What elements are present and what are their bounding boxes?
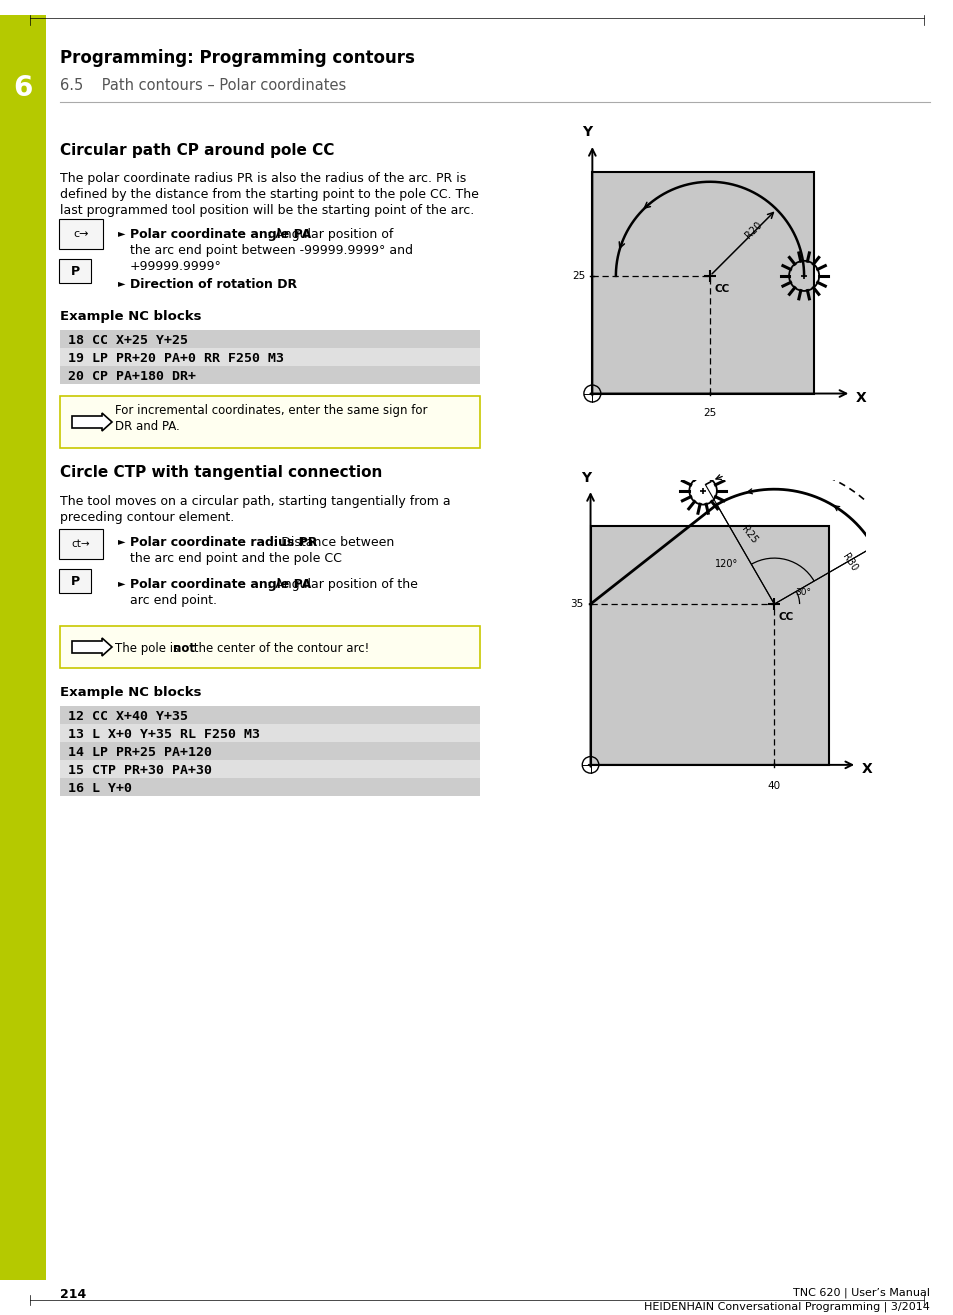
FancyBboxPatch shape (59, 220, 103, 249)
Text: Programming: Programming contours: Programming: Programming contours (60, 49, 415, 67)
Text: Circle CTP with tangential connection: Circle CTP with tangential connection (60, 464, 382, 480)
Text: ct→: ct→ (71, 539, 91, 548)
Text: For incremental coordinates, enter the same sign for: For incremental coordinates, enter the s… (115, 404, 427, 417)
FancyArrow shape (71, 413, 112, 431)
Text: R30: R30 (839, 551, 858, 573)
Bar (60, 366, 479, 384)
Text: DR and PA.: DR and PA. (115, 419, 179, 433)
Text: Example NC blocks: Example NC blocks (60, 310, 201, 323)
Text: 19 LP PR+20 PA+0 RR F250 M3: 19 LP PR+20 PA+0 RR F250 M3 (68, 352, 284, 366)
Text: : Distance between: : Distance between (273, 537, 394, 548)
Text: ►: ► (118, 537, 126, 546)
Text: CC: CC (778, 613, 793, 622)
Bar (60, 760, 479, 778)
Bar (590, 526, 828, 765)
Text: Y: Y (582, 125, 592, 139)
Text: The pole is: The pole is (115, 642, 183, 655)
FancyBboxPatch shape (59, 569, 91, 593)
Text: Polar coordinate radius PR: Polar coordinate radius PR (130, 537, 317, 548)
Text: : Angular position of: : Angular position of (267, 227, 394, 241)
Text: 120°: 120° (714, 559, 737, 569)
Text: 14 LP PR+25 PA+120: 14 LP PR+25 PA+120 (68, 746, 212, 759)
Bar (60, 330, 479, 348)
FancyBboxPatch shape (60, 626, 479, 668)
Text: the center of the contour arc!: the center of the contour arc! (190, 642, 369, 655)
Text: 35: 35 (570, 600, 583, 609)
Text: 6.5    Path contours – Polar coordinates: 6.5 Path contours – Polar coordinates (60, 78, 346, 92)
Bar (60, 725, 479, 742)
Text: not: not (172, 642, 194, 655)
FancyArrow shape (71, 638, 112, 656)
Text: last programmed tool position will be the starting point of the arc.: last programmed tool position will be th… (60, 204, 474, 217)
Text: Circular path CP around pole CC: Circular path CP around pole CC (60, 142, 334, 158)
Text: 15 CTP PR+30 PA+30: 15 CTP PR+30 PA+30 (68, 764, 212, 777)
Text: Example NC blocks: Example NC blocks (60, 686, 201, 700)
Text: X: X (855, 392, 865, 405)
Text: defined by the distance from the starting point to the pole CC. The: defined by the distance from the startin… (60, 188, 478, 201)
Bar (592, 172, 813, 393)
Text: R20: R20 (742, 220, 762, 241)
Text: the arc end point between -99999.9999° and: the arc end point between -99999.9999° a… (130, 245, 413, 256)
Text: 40: 40 (767, 781, 781, 790)
Text: preceding contour element.: preceding contour element. (60, 512, 234, 523)
FancyBboxPatch shape (59, 529, 103, 559)
Text: 25: 25 (572, 271, 585, 281)
Text: : Angular position of the: : Angular position of the (267, 579, 418, 590)
FancyBboxPatch shape (60, 396, 479, 448)
Text: X: X (861, 763, 871, 776)
Text: ►: ► (118, 227, 126, 238)
Text: Polar coordinate angle PA: Polar coordinate angle PA (130, 579, 311, 590)
Text: 20 CP PA+180 DR+: 20 CP PA+180 DR+ (68, 370, 195, 383)
Text: Y: Y (580, 471, 591, 485)
Text: 13 L X+0 Y+35 RL F250 M3: 13 L X+0 Y+35 RL F250 M3 (68, 729, 260, 740)
Text: 214: 214 (60, 1289, 86, 1302)
Text: 12 CC X+40 Y+35: 12 CC X+40 Y+35 (68, 710, 188, 723)
Bar (60, 742, 479, 760)
Bar (60, 778, 479, 796)
Text: HEIDENHAIN Conversational Programming | 3/2014: HEIDENHAIN Conversational Programming | … (643, 1302, 929, 1312)
Text: +99999.9999°: +99999.9999° (130, 260, 222, 274)
Text: the arc end point and the pole CC: the arc end point and the pole CC (130, 552, 341, 565)
Text: ►: ► (118, 277, 126, 288)
Text: TNC 620 | User’s Manual: TNC 620 | User’s Manual (792, 1287, 929, 1298)
Text: R25: R25 (739, 523, 759, 544)
Text: The polar coordinate radius PR is also the radius of the arc. PR is: The polar coordinate radius PR is also t… (60, 172, 466, 185)
Text: 6: 6 (13, 74, 32, 103)
Text: 18 CC X+25 Y+25: 18 CC X+25 Y+25 (68, 334, 188, 347)
Bar (60, 706, 479, 725)
Text: c→: c→ (73, 229, 89, 239)
Text: arc end point.: arc end point. (130, 594, 216, 608)
Text: ►: ► (118, 579, 126, 588)
Text: P: P (71, 575, 79, 588)
Text: Direction of rotation DR: Direction of rotation DR (130, 277, 296, 291)
Text: P: P (71, 264, 79, 277)
Text: CC: CC (714, 284, 729, 295)
Text: 30°: 30° (794, 588, 810, 597)
Text: 16 L Y+0: 16 L Y+0 (68, 782, 132, 796)
Bar (60, 348, 479, 366)
Bar (0, 14, 46, 1279)
Text: Polar coordinate angle PA: Polar coordinate angle PA (130, 227, 311, 241)
FancyBboxPatch shape (59, 259, 91, 283)
Text: The tool moves on a circular path, starting tangentially from a: The tool moves on a circular path, start… (60, 494, 450, 508)
Text: 25: 25 (702, 408, 716, 418)
